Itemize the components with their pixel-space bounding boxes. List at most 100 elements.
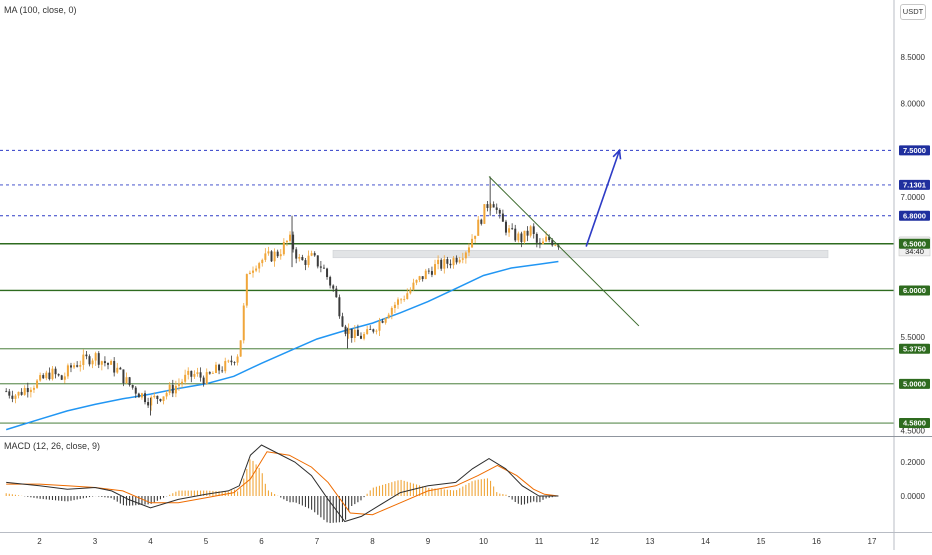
candle-body — [356, 329, 359, 336]
candle-body — [159, 398, 162, 402]
candle-body — [369, 329, 372, 330]
candle-body — [467, 247, 470, 253]
macd-pane — [5, 444, 559, 524]
candle-body — [29, 389, 32, 393]
candle-body — [125, 377, 128, 384]
candle-body — [252, 270, 255, 273]
candle-body — [248, 272, 251, 275]
candle-body — [427, 270, 430, 272]
candle-body — [341, 316, 344, 327]
candle-body — [23, 387, 26, 395]
candle-body — [8, 391, 11, 396]
candle-body — [508, 228, 511, 233]
macd-signal-line — [6, 451, 559, 516]
candle-body — [440, 259, 443, 269]
candle-body — [276, 251, 279, 257]
candle-body — [199, 372, 202, 378]
price-levels — [0, 149, 894, 424]
price-tag-label: 4.5800 — [903, 419, 926, 428]
candle-body — [480, 219, 483, 224]
candle-body — [73, 365, 76, 368]
price-tag — [899, 418, 930, 429]
moving-average — [5, 260, 559, 431]
candlestick-series — [5, 176, 560, 416]
candle-body — [45, 372, 48, 379]
candle-body — [461, 258, 464, 260]
candle-body — [162, 396, 165, 402]
candle-body — [140, 393, 143, 398]
candle-body — [147, 402, 150, 406]
candle-body — [51, 368, 54, 380]
candle-body — [107, 363, 110, 365]
x-tick-label: 3 — [93, 537, 98, 546]
price-tag — [899, 145, 930, 156]
ma-indicator-label[interactable]: MA (100, close, 0) — [4, 5, 77, 15]
candle-body — [458, 259, 461, 263]
price-tag-label: 5.3750 — [903, 344, 926, 353]
candle-body — [501, 213, 504, 222]
candle-body — [39, 375, 42, 381]
candle-body — [430, 271, 433, 275]
candle-body — [412, 282, 415, 290]
candle-body — [66, 365, 69, 377]
candle-body — [541, 241, 544, 245]
candle-body — [116, 367, 119, 373]
candle-body — [36, 380, 39, 388]
candle-body — [393, 304, 396, 308]
candle-body — [551, 240, 554, 246]
x-tick-label: 11 — [535, 537, 544, 546]
candle-body — [153, 395, 156, 398]
price-tag — [899, 238, 930, 249]
candle-body — [82, 354, 85, 366]
x-tick-label: 9 — [426, 537, 431, 546]
candle-body — [63, 376, 66, 380]
candle-body — [196, 372, 199, 374]
candle-body — [227, 360, 230, 362]
candle-body — [523, 230, 526, 242]
candle-body — [322, 267, 325, 269]
candle-body — [387, 314, 390, 319]
x-tick-label: 14 — [701, 537, 710, 546]
y-tick-label: 8.5000 — [901, 53, 926, 62]
candle-body — [313, 253, 316, 256]
candle-body — [535, 233, 538, 243]
candle-body — [242, 305, 245, 341]
candle-body — [464, 252, 467, 259]
countdown-label: 34:40 — [905, 247, 924, 256]
candle-body — [218, 364, 221, 371]
price-tag-label: 6.8000 — [903, 211, 926, 220]
candle-body — [319, 266, 322, 268]
candle-body — [239, 340, 242, 357]
x-tick-label: 5 — [204, 537, 209, 546]
candle-body — [526, 230, 529, 236]
candle-body — [350, 328, 353, 339]
candle-body — [335, 288, 338, 298]
candle-body — [267, 251, 270, 254]
currency-badge[interactable]: USDT — [900, 4, 926, 20]
candle-body — [455, 257, 458, 263]
candle-body — [504, 221, 507, 233]
candle-body — [181, 381, 184, 384]
candle-body — [42, 375, 45, 379]
candle-body — [134, 387, 137, 394]
candle-body — [483, 204, 486, 224]
candle-body — [94, 353, 97, 361]
candle-body — [190, 370, 193, 377]
macd-indicator-label[interactable]: MACD (12, 26, close, 9) — [4, 441, 101, 451]
candle-body — [353, 329, 356, 339]
candle-body — [156, 395, 159, 399]
candle-body — [110, 361, 113, 365]
candle-body — [224, 361, 227, 372]
candle-body — [329, 277, 332, 286]
candle-body — [446, 259, 449, 264]
candle-body — [214, 364, 217, 373]
candle-body — [236, 356, 239, 363]
candle-body — [424, 270, 427, 280]
candle-body — [150, 397, 153, 406]
candle-body — [298, 256, 301, 259]
candle-body — [359, 335, 362, 339]
candle-body — [378, 320, 381, 331]
candle-body — [406, 293, 409, 300]
